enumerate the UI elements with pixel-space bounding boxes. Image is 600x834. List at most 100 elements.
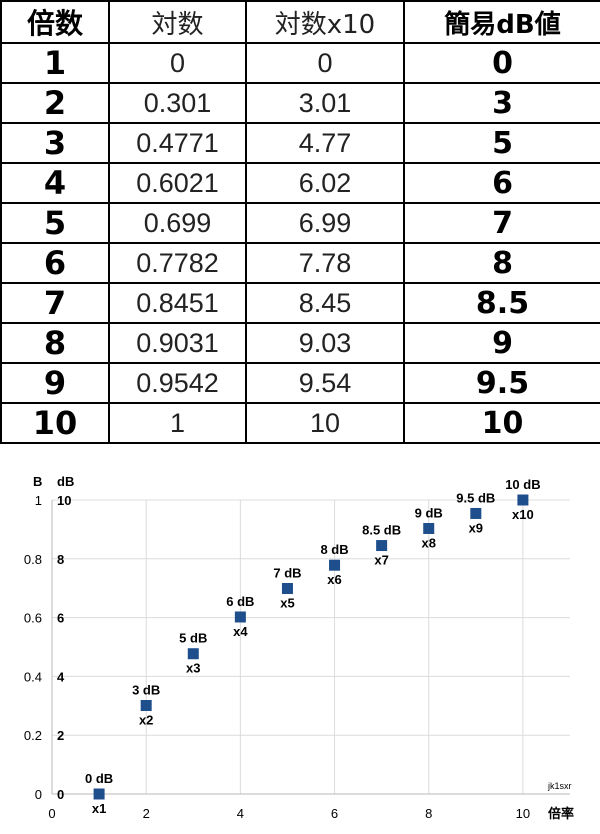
db-value-label: 9.5 dB [456, 490, 495, 505]
data-point-group: 8.5 dB x7 [362, 523, 401, 568]
chart-ticks: 0 0 0.2 2 0.4 4 0.6 6 0.8 8 1 10 0 2 4 6 8 10 [24, 493, 530, 821]
cell-multiple: 7 [0, 282, 110, 324]
data-point-marker [376, 540, 388, 552]
data-point-marker [470, 507, 482, 519]
cell-simple-db: 8 [403, 242, 600, 284]
cell-multiple: 1 [0, 42, 110, 84]
db-scatter-chart: 0 0 0.2 2 0.4 4 0.6 6 0.8 8 1 10 0 2 4 6 8 10 0 dB x1 3 dB x… [24, 474, 574, 821]
cell-simple-db: 9.5 [403, 362, 600, 404]
y-tick-label: 0.6 [24, 611, 42, 626]
db-tick-label: 0 [57, 787, 64, 802]
x-tick-label: 0 [48, 806, 55, 821]
multiplier-label: x7 [374, 553, 388, 568]
header-simple-db: 簡易dB値 [403, 0, 600, 44]
cell-log: 0.9542 [108, 362, 247, 404]
multiplier-label: x5 [280, 595, 294, 610]
data-point-group: 7 dB x5 [273, 565, 301, 610]
db-table-container: 倍数 対数 対数x10 簡易dB値 1 0 0 0 2 0.301 3.01 3 3 0.4771… [0, 0, 600, 444]
table-row: 8 0.9031 9.03 9 [0, 322, 600, 364]
table-row: 7 0.8451 8.45 8.5 [0, 282, 600, 324]
data-point-group: 0 dB x1 [85, 771, 113, 816]
data-point-marker [93, 788, 105, 800]
y-axis-label: B [33, 474, 42, 489]
db-tick-label: 4 [57, 669, 65, 684]
credit-text: jk1sxr [547, 781, 572, 791]
cell-log-x10: 6.99 [245, 202, 405, 244]
cell-multiple: 2 [0, 82, 110, 124]
table-row: 9 0.9542 9.54 9.5 [0, 362, 600, 404]
cell-simple-db: 10 [403, 402, 600, 444]
table-row: 4 0.6021 6.02 6 [0, 162, 600, 204]
x-tick-label: 4 [237, 806, 244, 821]
multiplier-label: x4 [233, 624, 248, 639]
cell-log-x10: 3.01 [245, 82, 405, 124]
multiplier-label: x2 [139, 713, 153, 728]
db-value-label: 10 dB [505, 477, 540, 492]
cell-multiple: 5 [0, 202, 110, 244]
multiplier-label: x6 [327, 572, 341, 587]
cell-simple-db: 3 [403, 82, 600, 124]
cell-simple-db: 6 [403, 162, 600, 204]
data-point-marker [329, 559, 341, 571]
cell-log: 1 [108, 402, 247, 444]
chart-axes [51, 500, 570, 795]
multiplier-label: x1 [92, 801, 106, 816]
cell-multiple: 10 [0, 402, 110, 444]
cell-log-x10: 6.02 [245, 162, 405, 204]
data-point-marker [423, 522, 435, 534]
header-log-x10: 対数x10 [245, 0, 405, 44]
cell-log: 0 [108, 42, 247, 84]
db-value-label: 5 dB [179, 631, 207, 646]
table-row: 5 0.699 6.99 7 [0, 202, 600, 244]
multiplier-label: x9 [469, 520, 483, 535]
cell-log-x10: 9.54 [245, 362, 405, 404]
cell-simple-db: 7 [403, 202, 600, 244]
header-multiple: 倍数 [0, 0, 110, 44]
table-row: 10 1 10 10 [0, 402, 600, 444]
data-point-group: 9.5 dB x9 [456, 490, 495, 535]
x-tick-label: 2 [143, 806, 150, 821]
y-tick-label: 0.2 [24, 728, 42, 743]
header-log: 対数 [108, 0, 247, 44]
cell-simple-db: 8.5 [403, 282, 600, 324]
data-point-group: 9 dB x8 [415, 505, 443, 550]
db-value-label: 8 dB [320, 542, 348, 557]
data-point-marker [281, 582, 293, 594]
data-point-group: 10 dB x10 [505, 477, 540, 522]
y-tick-label: 0 [35, 787, 42, 802]
cell-log-x10: 0 [245, 42, 405, 84]
cell-simple-db: 5 [403, 122, 600, 164]
table-row: 2 0.301 3.01 3 [0, 82, 600, 124]
cell-log: 0.4771 [108, 122, 247, 164]
data-point-group: 3 dB x2 [132, 683, 160, 728]
cell-multiple: 9 [0, 362, 110, 404]
y-tick-label: 1 [35, 493, 42, 508]
data-point-marker [187, 648, 199, 660]
multiplier-label: x8 [421, 535, 435, 550]
cell-log-x10: 10 [245, 402, 405, 444]
cell-log: 0.301 [108, 82, 247, 124]
x-tick-label: 8 [425, 806, 432, 821]
multiplier-label: x3 [186, 661, 200, 676]
chart-grid [52, 499, 570, 795]
data-point-group: 5 dB x3 [179, 631, 207, 676]
db-tick-label: 10 [57, 493, 71, 508]
table-row: 3 0.4771 4.77 5 [0, 122, 600, 164]
db-value-label: 9 dB [415, 505, 443, 520]
db-conversion-table: 倍数 対数 対数x10 簡易dB値 1 0 0 0 2 0.301 3.01 3 3 0.4771… [0, 0, 600, 444]
x-tick-label: 10 [516, 806, 530, 821]
db-tick-label: 2 [57, 728, 64, 743]
cell-log-x10: 9.03 [245, 322, 405, 364]
y-tick-label: 0.8 [24, 552, 42, 567]
cell-simple-db: 9 [403, 322, 600, 364]
db-value-label: 0 dB [85, 771, 113, 786]
table-header-row: 倍数 対数 対数x10 簡易dB値 [0, 0, 600, 44]
multiplier-label: x10 [512, 507, 534, 522]
db-value-label: 7 dB [273, 565, 301, 580]
cell-simple-db: 0 [403, 42, 600, 84]
db-value-label: 8.5 dB [362, 523, 401, 538]
cell-log: 0.8451 [108, 282, 247, 324]
db-tick-label: 6 [57, 611, 64, 626]
db-value-label: 3 dB [132, 683, 160, 698]
cell-log: 0.9031 [108, 322, 247, 364]
